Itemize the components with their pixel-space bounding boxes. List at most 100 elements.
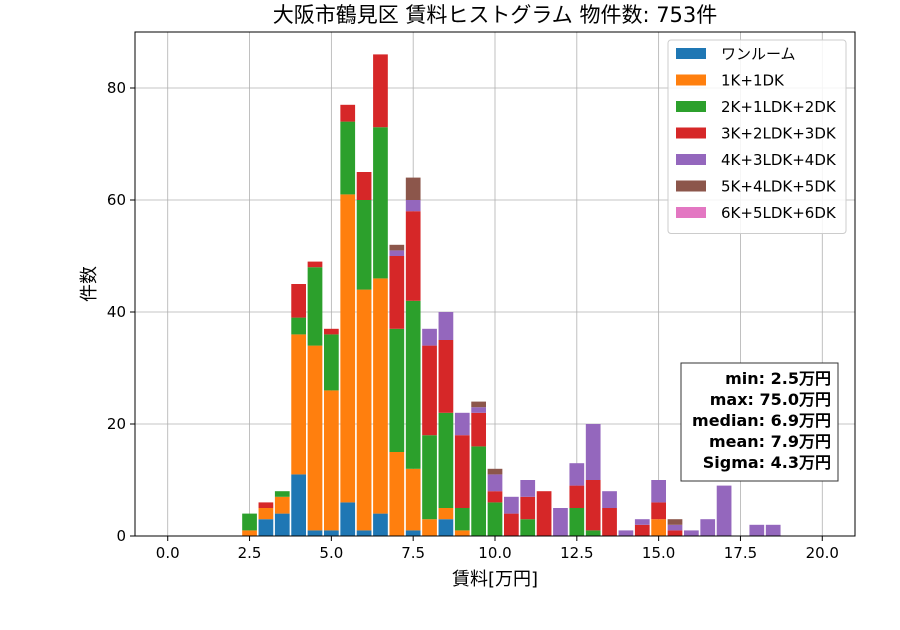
bar-segment xyxy=(487,491,503,503)
bar-segment xyxy=(471,407,486,413)
legend-swatch xyxy=(676,127,706,139)
x-tick-label: 10.0 xyxy=(478,544,511,562)
bar-segment xyxy=(504,496,519,514)
bar-segment xyxy=(405,211,421,301)
bar-segment xyxy=(504,513,519,536)
bar-segment xyxy=(389,244,405,251)
bar-segment xyxy=(291,474,306,536)
bar-segment xyxy=(602,508,617,536)
bar-segment xyxy=(340,121,356,195)
bar-segment xyxy=(258,508,274,520)
bar-segment xyxy=(356,289,372,531)
bar-segment xyxy=(389,328,405,452)
bar-segment xyxy=(307,261,323,268)
legend-label: 4K+3LDK+4DK xyxy=(721,151,837,169)
bar-segment xyxy=(242,530,257,536)
bar-segment xyxy=(585,424,601,480)
bar-segment xyxy=(454,508,470,531)
stats-line: min: 2.5万円 xyxy=(725,369,831,388)
bar-segment xyxy=(389,250,405,256)
x-tick-label: 7.5 xyxy=(401,544,425,562)
bar-segment xyxy=(373,54,388,128)
bar-segment xyxy=(324,334,339,391)
bar-segment xyxy=(684,530,699,536)
stats-line: max: 75.0万円 xyxy=(710,390,831,409)
bar-segment xyxy=(667,524,683,531)
bar-segment xyxy=(307,345,323,531)
bar-segment xyxy=(274,496,290,514)
bar-segment xyxy=(324,530,339,536)
legend-label: ワンルーム xyxy=(721,45,796,63)
bar-segment xyxy=(585,530,601,536)
bar-segment xyxy=(291,284,306,318)
bar-segment xyxy=(340,502,356,536)
bars xyxy=(242,54,781,536)
bar-segment xyxy=(405,530,421,536)
legend-label: 2K+1LDK+2DK xyxy=(721,98,837,116)
bar-segment xyxy=(422,345,437,436)
bar-segment xyxy=(274,491,290,497)
legend-label: 5K+4LDK+5DK xyxy=(721,178,837,196)
legend-swatch xyxy=(676,74,706,86)
y-tick-label: 20 xyxy=(107,415,126,433)
bar-segment xyxy=(569,485,585,508)
bar-segment xyxy=(438,519,454,536)
legend-label: 1K+1DK xyxy=(721,72,785,90)
bar-segment xyxy=(553,508,568,536)
bar-segment xyxy=(258,519,274,536)
bar-segment xyxy=(405,300,421,469)
legend-box xyxy=(667,39,847,234)
legend-label: 3K+2LDK+3DK xyxy=(721,125,837,143)
stats-line: median: 6.9万円 xyxy=(692,411,831,430)
stats-line: Sigma: 4.3万円 xyxy=(703,453,831,472)
bar-segment xyxy=(405,177,421,200)
bar-segment xyxy=(438,340,454,413)
bar-segment xyxy=(373,127,388,279)
chart-title: 大阪市鶴見区 賃料ヒストグラム 物件数: 753件 xyxy=(273,3,718,27)
bar-segment xyxy=(749,524,765,536)
legend-label: 6K+5LDK+6DK xyxy=(721,204,837,222)
bar-segment xyxy=(585,480,601,531)
bar-segment xyxy=(405,200,421,212)
bar-segment xyxy=(487,502,503,536)
bar-segment xyxy=(373,278,388,514)
bar-segment xyxy=(340,194,356,503)
bar-segment xyxy=(242,513,257,531)
bar-segment xyxy=(651,502,666,520)
bar-segment xyxy=(438,508,454,520)
legend: ワンルーム 1K+1DK 2K+1LDK+2DK 3K+2LDK+3DK 4K+3LDK… xyxy=(667,39,847,234)
y-tick-label: 60 xyxy=(107,191,126,209)
x-tick-label: 12.5 xyxy=(560,544,593,562)
bar-segment xyxy=(389,256,405,329)
x-axis-label: 賃料[万円] xyxy=(452,569,538,590)
bar-segment xyxy=(471,401,486,408)
bar-segment xyxy=(356,200,372,290)
bar-segment xyxy=(356,530,372,536)
bar-segment xyxy=(422,435,437,520)
bar-segment xyxy=(454,412,470,436)
bar-segment xyxy=(471,446,486,536)
legend-swatch xyxy=(676,48,706,59)
y-tick-label: 80 xyxy=(107,79,126,97)
bar-segment xyxy=(536,491,552,536)
x-tick-label: 15.0 xyxy=(642,544,675,562)
bar-segment xyxy=(307,267,323,346)
bar-segment xyxy=(618,530,634,536)
bar-segment xyxy=(602,491,617,508)
bar-segment xyxy=(634,519,650,525)
x-tick-label: 17.5 xyxy=(724,544,757,562)
legend-swatch xyxy=(676,207,706,218)
bar-segment xyxy=(634,524,650,536)
y-tick-label: 0 xyxy=(116,527,126,545)
legend-swatch xyxy=(676,180,706,192)
bar-segment xyxy=(438,412,454,508)
bar-segment xyxy=(520,519,536,536)
bar-segment xyxy=(291,334,306,475)
stats-line: mean: 7.9万円 xyxy=(709,432,831,451)
bar-segment xyxy=(291,317,306,335)
bar-segment xyxy=(454,435,470,508)
bar-segment xyxy=(454,530,470,536)
bar-segment xyxy=(307,530,323,536)
stats-box-frame xyxy=(680,362,839,482)
